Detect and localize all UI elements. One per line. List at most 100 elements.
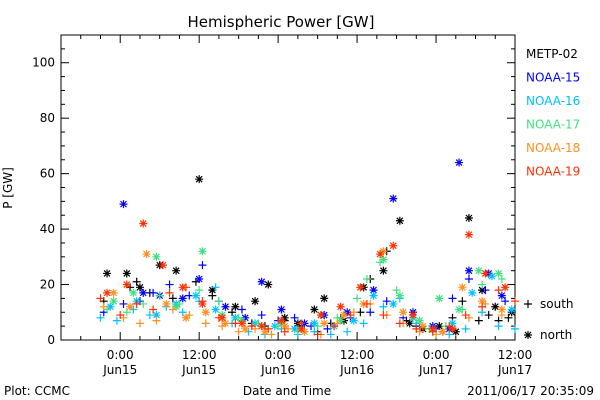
data-point-south <box>152 316 161 325</box>
data-point-north <box>494 269 503 278</box>
data-point-north <box>129 288 138 297</box>
x-tick-label-date: Jun15 <box>181 363 216 377</box>
data-point-south <box>313 322 322 331</box>
data-point-south <box>366 308 375 317</box>
data-point-north <box>119 200 128 209</box>
data-point-south <box>155 291 164 300</box>
y-tick-label: 0 <box>47 333 55 347</box>
data-markers <box>96 158 519 339</box>
data-point-north <box>478 297 487 306</box>
data-point-south <box>478 280 487 289</box>
data-point-south <box>96 313 105 322</box>
data-point-north <box>152 311 161 320</box>
data-point-north <box>178 283 187 292</box>
data-point-south <box>323 324 332 333</box>
data-point-south <box>201 319 210 328</box>
data-point-south <box>392 286 401 295</box>
data-point-north <box>395 291 404 300</box>
data-point-south <box>178 308 187 317</box>
data-point-north <box>376 250 385 259</box>
x-tick-label-time: 0:00 <box>423 348 450 362</box>
data-point-north <box>468 288 477 297</box>
data-point-south <box>494 286 503 295</box>
data-point-north <box>405 319 414 328</box>
plot-frame <box>60 34 516 341</box>
data-point-north <box>195 275 204 283</box>
marker-legend-label: south <box>540 297 574 311</box>
data-point-north <box>158 261 167 270</box>
data-point-north <box>103 269 112 278</box>
data-point-south <box>290 313 299 322</box>
data-point-north <box>231 302 240 311</box>
data-point-north <box>497 291 506 300</box>
data-point-north <box>182 313 191 322</box>
data-point-north <box>415 316 424 325</box>
data-point-south <box>132 277 141 286</box>
data-point-north <box>320 319 329 328</box>
data-point-south <box>395 319 404 328</box>
data-point-south <box>234 327 243 336</box>
data-point-south <box>214 297 223 306</box>
data-point-north <box>487 272 496 281</box>
data-point-north <box>142 250 151 259</box>
data-point-north <box>474 266 483 275</box>
data-point-south <box>149 288 158 297</box>
data-point-south <box>458 297 467 306</box>
data-point-north <box>336 302 345 311</box>
legend-entry: NOAA-15 <box>526 71 580 85</box>
data-point-north <box>379 255 388 264</box>
data-point-north <box>103 288 112 297</box>
x-tick-label-time: 12:00 <box>182 348 217 362</box>
data-point-south <box>379 311 388 320</box>
data-point-north <box>399 308 408 317</box>
x-tick-label-date: Jun16 <box>260 363 295 377</box>
data-point-south <box>195 286 204 295</box>
data-point-north <box>221 302 230 311</box>
data-point-north <box>491 302 500 311</box>
data-point-south <box>484 311 493 320</box>
data-point-south <box>228 308 237 317</box>
data-point-south <box>461 311 470 320</box>
data-point-north <box>257 322 266 331</box>
data-point-south <box>326 330 335 339</box>
data-point-south <box>165 280 174 289</box>
data-point-north <box>139 219 148 228</box>
data-point-north <box>369 286 378 295</box>
data-point-north <box>507 305 516 314</box>
data-point-south <box>96 294 105 303</box>
data-point-south <box>135 319 144 328</box>
data-point-north <box>264 280 273 289</box>
data-point-north <box>251 297 260 306</box>
data-point-north <box>208 286 217 295</box>
y-tick-label: 80 <box>40 111 55 125</box>
data-point-north <box>481 269 490 278</box>
x-tick-label-date: Jun15 <box>102 363 137 377</box>
footer-source: Plot: CCMC <box>4 384 70 398</box>
data-point-north <box>464 230 473 239</box>
data-point-south <box>99 302 108 311</box>
x-tick-label-time: 0:00 <box>107 348 134 362</box>
data-point-south <box>464 275 473 283</box>
axis-ticks <box>61 34 516 341</box>
data-point-south <box>313 330 322 339</box>
data-point-north <box>198 247 207 256</box>
data-point-south <box>343 327 352 336</box>
data-point-north <box>310 319 319 328</box>
y-tick-label: 60 <box>40 167 55 181</box>
data-point-north <box>316 311 325 320</box>
data-point-north <box>198 299 207 308</box>
legend-entry: NOAA-18 <box>526 141 580 155</box>
data-point-north <box>310 305 319 314</box>
data-point-south <box>211 283 220 292</box>
data-point-south <box>362 299 371 308</box>
x-axis-label: Date and Time <box>243 384 331 398</box>
x-tick-label-date: Jun17 <box>418 363 453 377</box>
data-point-south <box>280 327 289 336</box>
data-point-south <box>198 261 207 270</box>
data-point-south <box>330 322 339 331</box>
data-point-north <box>277 316 286 325</box>
data-point-south <box>112 316 121 325</box>
data-point-north <box>458 283 467 292</box>
y-tick-label: 100 <box>32 56 55 70</box>
data-point-north <box>218 313 227 322</box>
